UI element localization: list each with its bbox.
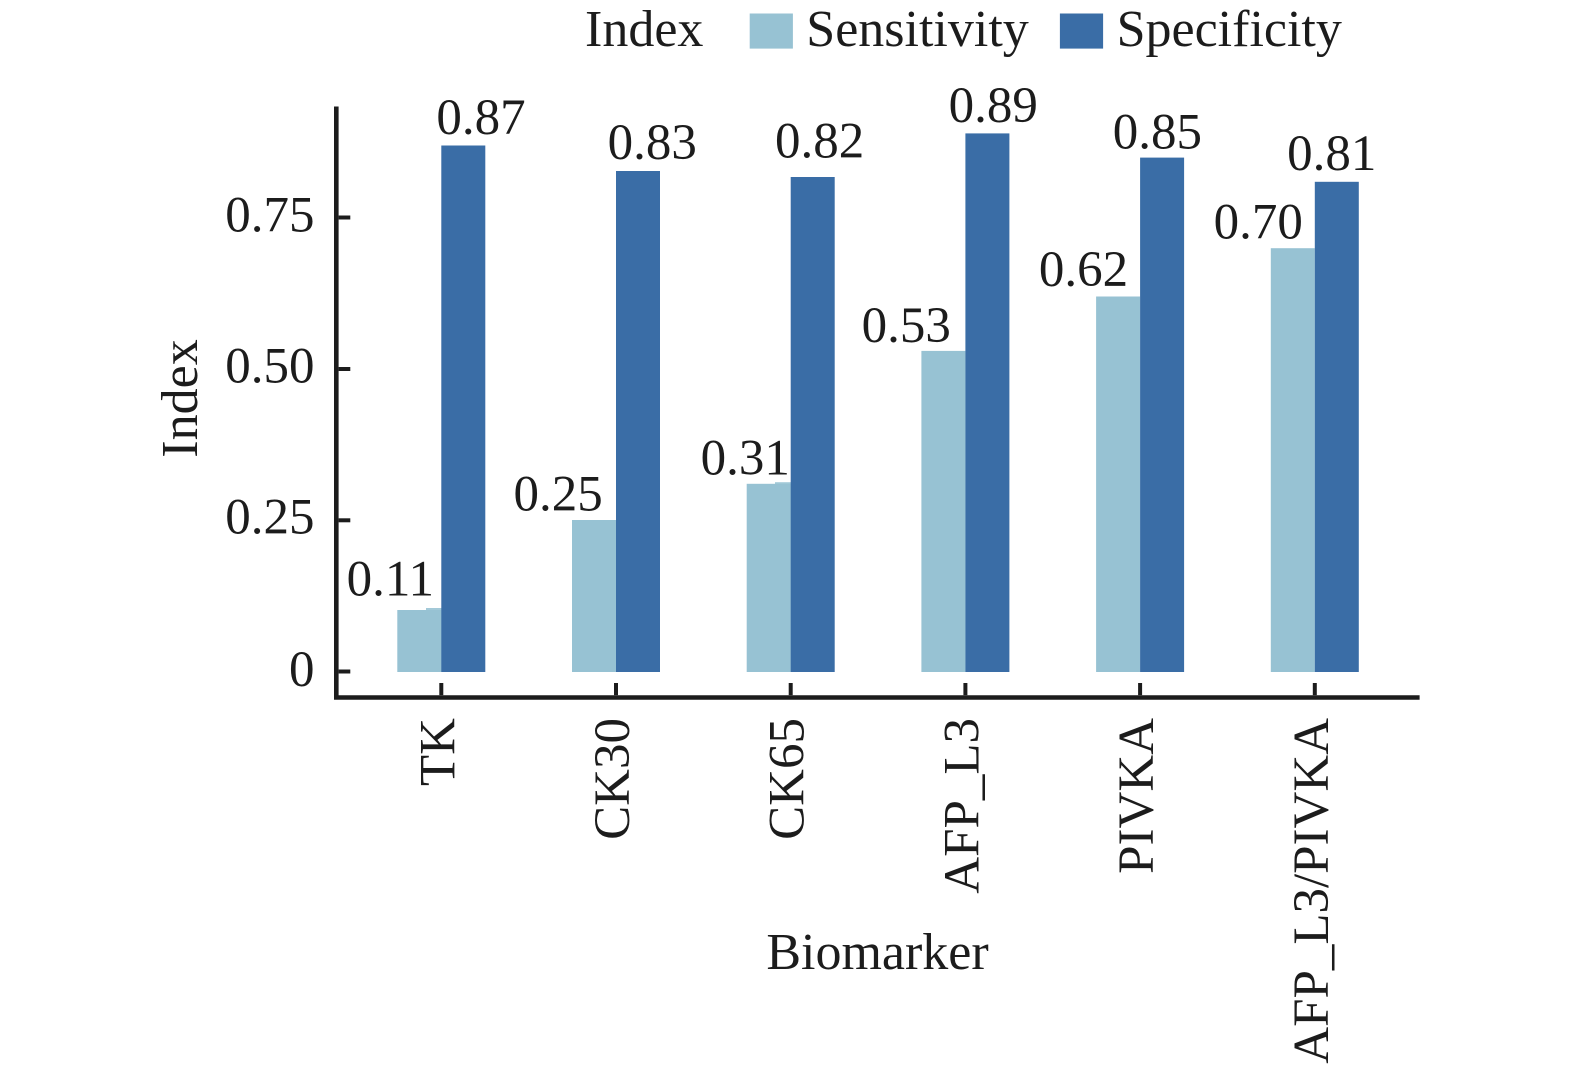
svg-text:0.31: 0.31 [701,430,790,486]
svg-text:CK65: CK65 [760,718,816,840]
svg-text:TK: TK [410,718,466,786]
svg-text:0.50: 0.50 [225,339,314,395]
svg-text:Index: Index [585,1,703,58]
svg-text:0.75: 0.75 [225,187,314,243]
svg-text:PIVKA: PIVKA [1109,718,1165,874]
svg-text:0.53: 0.53 [862,298,951,354]
svg-text:0.62: 0.62 [1039,242,1128,298]
svg-text:0.70: 0.70 [1214,195,1303,251]
svg-text:0.85: 0.85 [1113,105,1202,161]
svg-text:0.81: 0.81 [1287,126,1376,182]
svg-text:Specificity: Specificity [1117,1,1342,58]
svg-text:Index: Index [152,339,209,457]
svg-text:0: 0 [289,642,315,698]
svg-text:0.89: 0.89 [949,78,1038,134]
svg-text:0.87: 0.87 [436,90,525,146]
svg-text:0.11: 0.11 [347,552,434,608]
svg-text:Sensitivity: Sensitivity [806,1,1028,58]
svg-text:Biomarker: Biomarker [766,924,988,981]
svg-text:AFP_L3: AFP_L3 [934,718,990,894]
svg-text:0.83: 0.83 [608,115,697,171]
svg-text:0.25: 0.25 [225,490,314,546]
svg-text:AFP_L3/PIVKA: AFP_L3/PIVKA [1284,718,1340,1064]
svg-text:CK30: CK30 [585,718,641,840]
svg-text:0.25: 0.25 [513,467,602,523]
svg-text:0.82: 0.82 [775,114,864,170]
